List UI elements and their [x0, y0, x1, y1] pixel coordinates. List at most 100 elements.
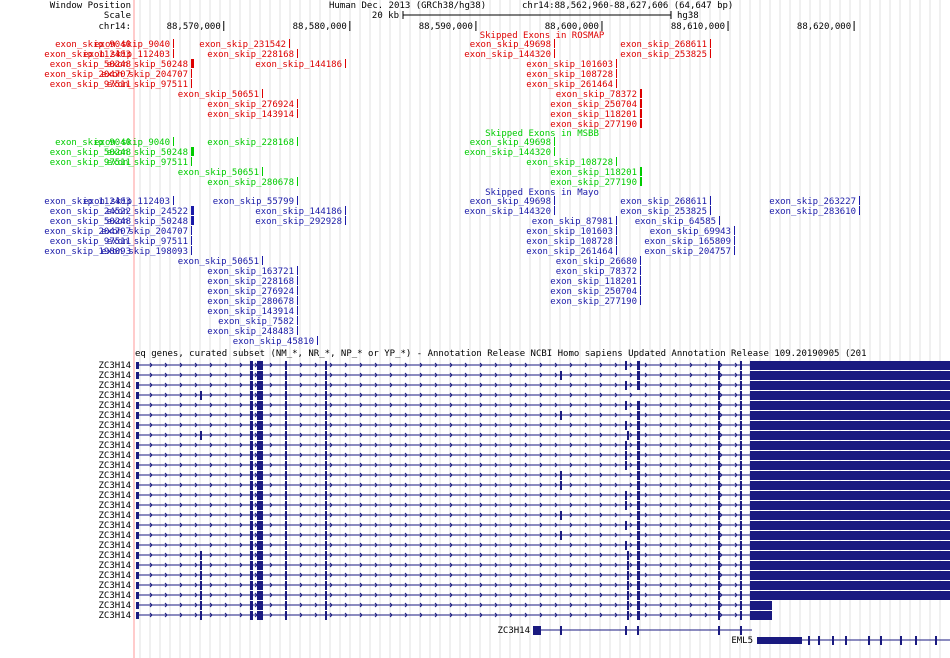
exon-block[interactable]	[637, 401, 640, 410]
exon-feature[interactable]	[173, 137, 174, 146]
exon-block[interactable]	[325, 471, 327, 480]
exon-block[interactable]	[250, 591, 253, 600]
exon-block[interactable]	[718, 601, 720, 610]
exon-block[interactable]	[136, 502, 139, 509]
exon-block[interactable]	[637, 461, 640, 470]
exon-block[interactable]	[560, 626, 562, 635]
transcript-ZC3H14[interactable]: ZC3H14	[98, 361, 950, 371]
exon-feature[interactable]	[710, 196, 711, 205]
exon-block[interactable]	[325, 451, 327, 460]
exon-block[interactable]	[740, 461, 742, 470]
exon-block[interactable]	[136, 422, 139, 429]
exon-block[interactable]	[718, 501, 720, 510]
exon-block[interactable]	[718, 361, 720, 370]
exon-block[interactable]	[637, 531, 640, 540]
exon-block[interactable]	[250, 491, 253, 500]
exon-block[interactable]	[637, 611, 640, 620]
utr-block[interactable]	[750, 381, 950, 390]
transcript-ZC3H14[interactable]: ZC3H14	[98, 431, 950, 441]
exon-block[interactable]	[257, 591, 263, 600]
exon-feature[interactable]	[173, 49, 174, 58]
exon-block[interactable]	[325, 431, 327, 440]
exon-block[interactable]	[325, 371, 327, 380]
exon-block[interactable]	[136, 512, 139, 519]
exon-block[interactable]	[325, 391, 327, 400]
exon-block[interactable]	[718, 441, 720, 450]
exon-block[interactable]	[257, 381, 263, 390]
exon-block[interactable]	[718, 471, 720, 480]
exon-feature[interactable]	[297, 266, 298, 275]
exon-block[interactable]	[757, 637, 802, 644]
exon-block[interactable]	[325, 511, 327, 520]
utr-block[interactable]	[750, 471, 950, 480]
exon-block[interactable]	[136, 462, 139, 469]
exon-block[interactable]	[325, 551, 327, 560]
exon-feature[interactable]	[191, 216, 194, 225]
exon-feature[interactable]	[297, 306, 298, 315]
exon-block[interactable]	[325, 491, 327, 500]
exon-block[interactable]	[325, 481, 327, 490]
exon-block[interactable]	[740, 531, 742, 540]
exon-feature[interactable]	[191, 226, 192, 235]
utr-block[interactable]	[750, 491, 950, 500]
exon-block[interactable]	[560, 471, 562, 480]
utr-block[interactable]	[750, 601, 772, 610]
utr-block[interactable]	[750, 401, 950, 410]
exon-feature[interactable]	[297, 296, 298, 305]
exon-block[interactable]	[637, 581, 640, 590]
exon-block[interactable]	[250, 511, 253, 520]
exon-feature[interactable]	[640, 109, 642, 118]
exon-feature[interactable]	[554, 39, 555, 48]
exon-block[interactable]	[325, 421, 327, 430]
exon-block[interactable]	[136, 482, 139, 489]
exon-block[interactable]	[136, 572, 139, 579]
exon-block[interactable]	[718, 481, 720, 490]
exon-block[interactable]	[740, 361, 742, 370]
exon-block[interactable]	[257, 601, 263, 610]
exon-block[interactable]	[257, 521, 263, 530]
utr-block[interactable]	[750, 561, 950, 570]
exon-block[interactable]	[136, 552, 139, 559]
exon-feature[interactable]	[710, 39, 711, 48]
exon-block[interactable]	[637, 591, 640, 600]
exon-block[interactable]	[250, 551, 253, 560]
exon-block[interactable]	[136, 362, 139, 369]
exon-block[interactable]	[325, 591, 327, 600]
exon-block[interactable]	[637, 381, 640, 390]
utr-block[interactable]	[750, 441, 950, 450]
exon-block[interactable]	[257, 411, 263, 420]
exon-block[interactable]	[200, 611, 202, 620]
transcript-ZC3H14[interactable]: ZC3H14	[98, 611, 772, 621]
exon-feature[interactable]	[640, 177, 642, 186]
exon-block[interactable]	[935, 636, 937, 645]
exon-feature[interactable]	[345, 206, 346, 215]
exon-feature[interactable]	[640, 266, 641, 275]
exon-block[interactable]	[257, 441, 263, 450]
exon-block[interactable]	[740, 421, 742, 430]
exon-block[interactable]	[637, 431, 640, 440]
exon-feature[interactable]	[640, 256, 641, 265]
exon-block[interactable]	[257, 511, 263, 520]
transcript-ZC3H14[interactable]: ZC3H14	[98, 381, 950, 391]
exon-block[interactable]	[257, 401, 263, 410]
exon-block[interactable]	[718, 626, 720, 635]
exon-block[interactable]	[200, 581, 202, 590]
exon-block[interactable]	[740, 441, 742, 450]
exon-block[interactable]	[325, 501, 327, 510]
exon-block[interactable]	[740, 571, 742, 580]
exon-block[interactable]	[560, 511, 562, 520]
exon-block[interactable]	[250, 431, 253, 440]
exon-block[interactable]	[637, 491, 640, 500]
exon-feature[interactable]	[173, 196, 174, 205]
exon-block[interactable]	[257, 551, 263, 560]
track-msbb[interactable]: Skipped Exons in MSBBexon_skip_9040exon_…	[50, 129, 642, 188]
exon-block[interactable]	[136, 592, 139, 599]
exon-block[interactable]	[257, 581, 263, 590]
exon-block[interactable]	[718, 391, 720, 400]
gene-EML5[interactable]: EML5	[731, 636, 950, 646]
exon-block[interactable]	[740, 501, 742, 510]
exon-block[interactable]	[637, 371, 640, 380]
exon-block[interactable]	[740, 401, 742, 410]
exon-block[interactable]	[625, 451, 627, 460]
exon-block[interactable]	[325, 461, 327, 470]
